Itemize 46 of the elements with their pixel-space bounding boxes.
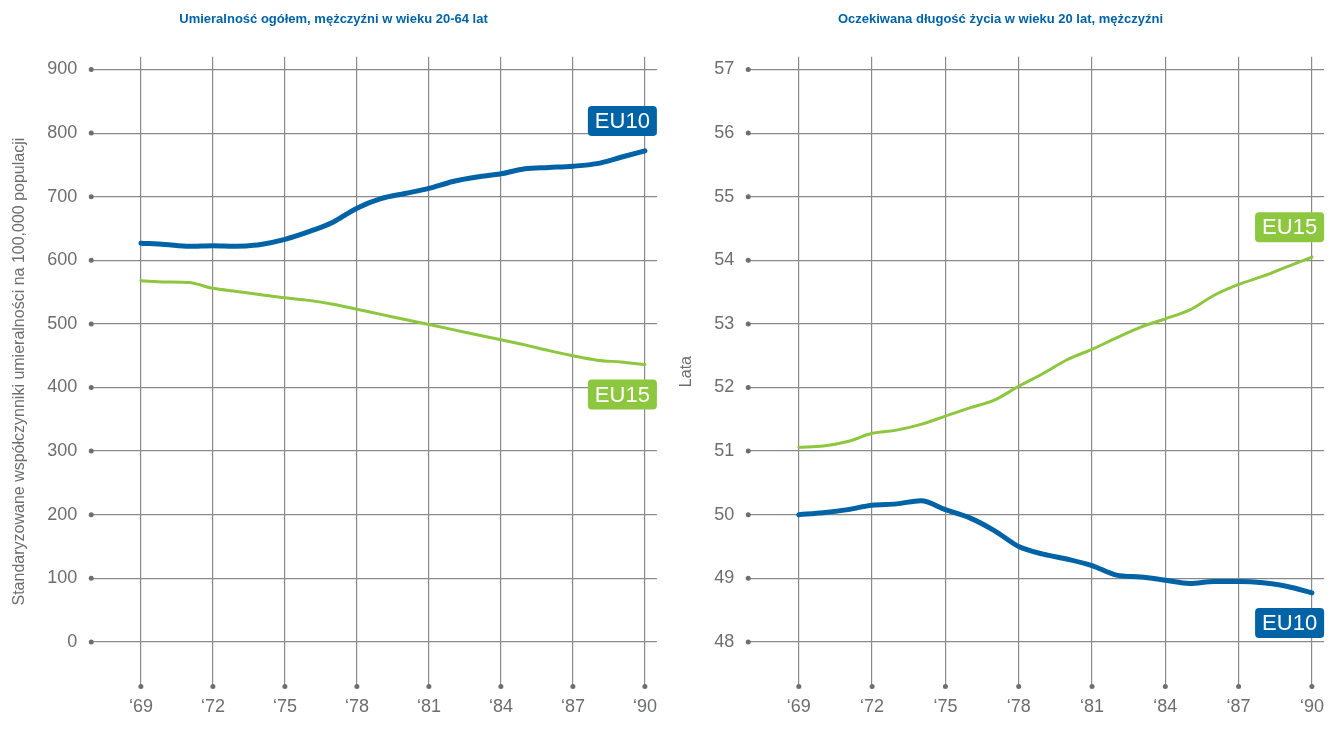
x-tick-label: ‘87 bbox=[1226, 696, 1251, 717]
y-axis-title: Lata bbox=[677, 355, 695, 388]
y-tick-label: 800 bbox=[47, 122, 78, 143]
series-label: EU15 bbox=[594, 381, 650, 407]
series-label: EU10 bbox=[1262, 609, 1318, 635]
y-axis-title: Standaryzowane współczynniki umieralności na 100,000 populacji bbox=[10, 137, 28, 606]
y-tick-label: 0 bbox=[67, 630, 78, 651]
y-tick-label: 900 bbox=[47, 58, 78, 79]
x-tick-label: ‘84 bbox=[1153, 696, 1178, 717]
x-tick-label: ‘78 bbox=[344, 696, 369, 717]
y-tick-label: 57 bbox=[714, 58, 735, 79]
x-tick-label: ‘75 bbox=[933, 696, 958, 717]
x-tick-label: ‘69 bbox=[128, 696, 153, 717]
y-tick-label: 56 bbox=[714, 122, 735, 143]
y-tick-label: 52 bbox=[714, 376, 735, 397]
x-tick-label: ‘72 bbox=[200, 696, 225, 717]
y-tick-label: 200 bbox=[47, 503, 78, 524]
y-tick-label: 700 bbox=[47, 185, 78, 206]
chart-title: Umieralność ogółem, mężczyźni w wieku 20-64 lat bbox=[178, 10, 489, 28]
x-tick-label: ‘81 bbox=[1079, 696, 1105, 717]
y-tick-label: 54 bbox=[714, 249, 735, 270]
x-tick-label: ‘78 bbox=[1006, 696, 1031, 717]
y-tick-label: 49 bbox=[714, 567, 735, 588]
x-tick-label: ‘90 bbox=[632, 696, 657, 717]
y-tick-label: 500 bbox=[47, 312, 78, 333]
x-tick-label: ‘90 bbox=[1299, 696, 1324, 717]
x-tick-label: ‘84 bbox=[488, 696, 513, 717]
y-tick-label: 48 bbox=[714, 630, 735, 651]
y-tick-label: 300 bbox=[47, 440, 78, 461]
chart-title: Oczekiwana długość życia w wieku 20 lat, mężczyźni bbox=[836, 10, 1165, 28]
x-tick-label: ‘81 bbox=[416, 696, 441, 717]
y-tick-label: 600 bbox=[47, 249, 78, 270]
x-tick-label: ‘75 bbox=[272, 696, 297, 717]
y-tick-label: 55 bbox=[714, 185, 735, 206]
y-tick-label: 100 bbox=[47, 567, 78, 588]
line-series bbox=[139, 279, 647, 367]
y-tick-label: 400 bbox=[47, 376, 78, 397]
series-label: EU10 bbox=[594, 107, 650, 133]
x-tick-label: ‘69 bbox=[786, 696, 811, 717]
x-tick-label: ‘72 bbox=[860, 696, 885, 717]
x-tick-label: ‘87 bbox=[560, 696, 585, 717]
line-series bbox=[797, 255, 1314, 449]
y-tick-label: 50 bbox=[714, 503, 735, 524]
series-label: EU15 bbox=[1262, 214, 1318, 240]
y-tick-label: 51 bbox=[714, 440, 735, 461]
y-tick-label: 53 bbox=[714, 312, 735, 333]
